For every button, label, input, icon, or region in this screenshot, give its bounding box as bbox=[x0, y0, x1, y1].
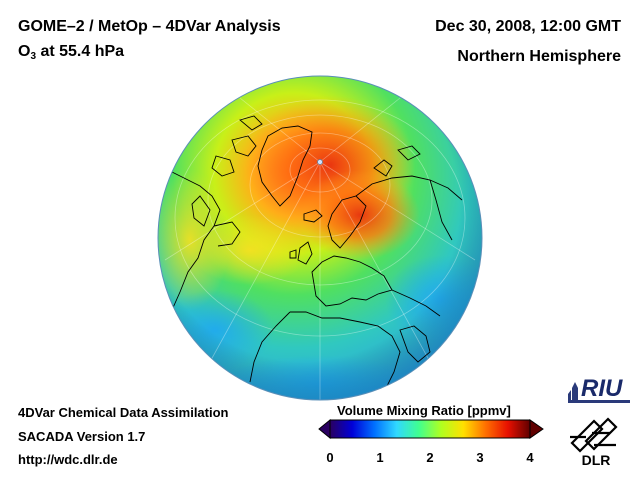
species-subscript: 3 bbox=[30, 51, 37, 62]
species-name: O bbox=[18, 43, 31, 60]
colorbar-low-arrow bbox=[318, 418, 331, 440]
species-level-title: O3 at 55.4 hPa bbox=[18, 43, 124, 62]
colorbar-tick-label: 2 bbox=[426, 450, 434, 465]
colorbar-tick-label: 4 bbox=[526, 450, 534, 465]
footer-version: SACADA Version 1.7 bbox=[18, 429, 146, 444]
dlr-logo: DLR bbox=[570, 417, 618, 468]
product-title: GOME–2 / MetOp – 4DVar Analysis bbox=[18, 18, 281, 35]
hemisphere-label: Northern Hemisphere bbox=[457, 48, 621, 65]
footer-url[interactable]: http://wdc.dlr.de bbox=[18, 452, 118, 467]
riu-logo-text: RIU bbox=[581, 375, 623, 402]
colorbar-tick-label: 3 bbox=[476, 450, 484, 465]
colorbar-title: Volume Mixing Ratio [ppmv] bbox=[337, 403, 511, 418]
footer-assimilation: 4DVar Chemical Data Assimilation bbox=[18, 405, 229, 420]
colorbar-gradient bbox=[329, 419, 531, 439]
colorbar bbox=[318, 418, 544, 440]
dlr-logo-text: DLR bbox=[582, 452, 611, 468]
analysis-date: Dec 30, 2008, 12:00 GMT bbox=[435, 18, 621, 35]
colorbar-tick-label: 0 bbox=[326, 450, 334, 465]
riu-logo: RIU bbox=[568, 375, 630, 403]
colorbar-high-arrow bbox=[529, 419, 544, 439]
pressure-level: at 55.4 hPa bbox=[36, 43, 125, 60]
colorbar-tick-label: 1 bbox=[376, 450, 384, 465]
